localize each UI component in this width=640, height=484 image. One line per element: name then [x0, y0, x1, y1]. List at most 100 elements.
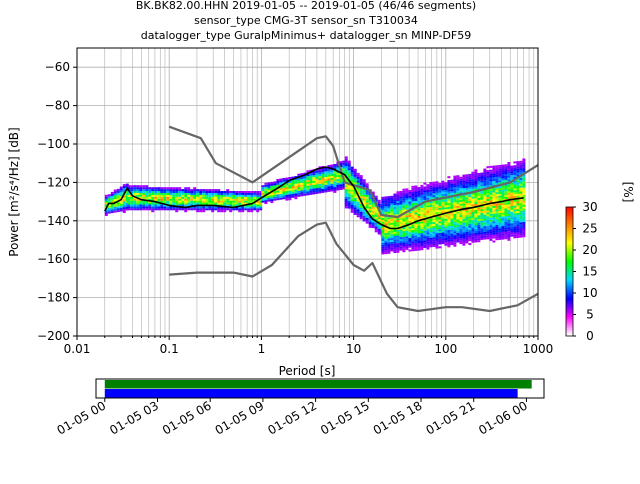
heatmap-cell	[244, 198, 248, 201]
heatmap-cell	[208, 198, 212, 201]
heatmap-cell	[483, 178, 487, 181]
heatmap-cell	[477, 203, 481, 206]
y-tick-label: −100	[37, 137, 70, 151]
heatmap-cell	[136, 185, 140, 188]
heatmap-cell	[498, 168, 502, 171]
heatmap-cell	[462, 209, 466, 212]
heatmap-cell	[163, 192, 167, 195]
heatmap-cell	[333, 187, 337, 190]
heatmap-cell	[396, 193, 400, 196]
heatmap-cell	[453, 177, 457, 180]
heatmap-cell	[145, 192, 149, 195]
heatmap-cell	[402, 229, 406, 232]
heatmap-cell	[344, 173, 348, 176]
heatmap-cell	[477, 213, 481, 216]
heatmap-cell	[483, 224, 487, 227]
heatmap-cell	[408, 193, 412, 196]
heatmap-cell	[306, 170, 310, 173]
heatmap-cell	[306, 178, 310, 180]
heatmap-cell	[402, 248, 406, 251]
heatmap-cell	[507, 235, 511, 237]
heatmap-cell	[471, 196, 475, 199]
heatmap-cell	[474, 217, 478, 220]
colorbar-swatch	[566, 230, 573, 234]
heatmap-cell	[501, 235, 505, 238]
heatmap-cell	[495, 211, 499, 214]
heatmap-cell	[456, 184, 460, 187]
heatmap-cell	[276, 192, 280, 195]
heatmap-cell	[384, 229, 388, 232]
heatmap-cell	[279, 195, 283, 198]
heatmap-cell	[504, 204, 508, 207]
heatmap-cell	[507, 179, 511, 182]
heatmap-cell	[347, 206, 351, 209]
heatmap-cell	[321, 183, 325, 186]
heatmap-cell	[519, 222, 523, 225]
heatmap-cell	[444, 188, 448, 190]
heatmap-cell	[465, 233, 469, 236]
heatmap-cell	[477, 173, 481, 175]
heatmap-cell	[426, 211, 430, 214]
heatmap-cell	[435, 244, 439, 247]
heatmap-cell	[205, 200, 209, 203]
heatmap-cell	[350, 178, 354, 181]
heatmap-cell	[423, 192, 427, 195]
heatmap-cell	[501, 189, 505, 192]
heatmap-cell	[190, 191, 194, 193]
heatmap-cell	[447, 183, 451, 186]
heatmap-cell	[309, 192, 313, 195]
heatmap-cell	[471, 173, 475, 176]
heatmap-cell	[423, 196, 427, 199]
heatmap-cell	[396, 237, 400, 240]
heatmap-cell	[477, 196, 481, 198]
heatmap-cell	[450, 181, 454, 184]
heatmap-cell	[390, 207, 394, 210]
heatmap-cell	[151, 208, 155, 211]
heatmap-cell	[127, 200, 131, 203]
heatmap-cell	[119, 203, 123, 206]
heatmap-cell	[208, 208, 212, 211]
heatmap-cell	[420, 211, 424, 214]
heatmap-cell	[264, 190, 268, 193]
heatmap-cell	[438, 186, 442, 189]
heatmap-cell	[226, 196, 230, 199]
heatmap-cell	[459, 236, 463, 239]
heatmap-cell	[116, 192, 120, 195]
heatmap-cell	[432, 218, 436, 221]
heatmap-cell	[468, 175, 472, 178]
heatmap-cell	[411, 245, 415, 248]
heatmap-cell	[489, 238, 493, 241]
heatmap-cell	[480, 222, 484, 225]
heatmap-cell	[522, 225, 526, 228]
heatmap-cell	[459, 203, 463, 206]
colorbar-swatch	[566, 333, 573, 337]
heatmap-cell	[513, 222, 517, 225]
heatmap-cell	[459, 180, 463, 183]
heatmap-cell	[429, 237, 433, 240]
heatmap-cell	[387, 207, 391, 210]
heatmap-cell	[396, 223, 400, 226]
heatmap-cell	[107, 209, 111, 212]
heatmap-cell	[353, 201, 357, 204]
heatmap-cell	[411, 197, 415, 200]
heatmap-cell	[456, 175, 460, 178]
heatmap-cell	[300, 186, 304, 189]
heatmap-cell	[414, 222, 418, 224]
heatmap-cell	[483, 176, 487, 179]
heatmap-cell	[522, 175, 526, 178]
heatmap-cell	[371, 208, 375, 211]
heatmap-cell	[417, 217, 421, 220]
heatmap-cell	[342, 183, 346, 186]
heatmap-cell	[429, 243, 433, 246]
heatmap-cell	[510, 215, 514, 218]
heatmap-cell	[130, 185, 134, 188]
heatmap-cell	[468, 231, 472, 234]
heatmap-cell	[110, 209, 114, 212]
heatmap-cell	[429, 245, 433, 248]
heatmap-cell	[181, 208, 185, 211]
heatmap-cell	[498, 191, 502, 194]
heatmap-cell	[381, 246, 385, 249]
heatmap-cell	[223, 194, 227, 197]
heatmap-cell	[399, 191, 403, 193]
heatmap-cell	[450, 204, 454, 207]
